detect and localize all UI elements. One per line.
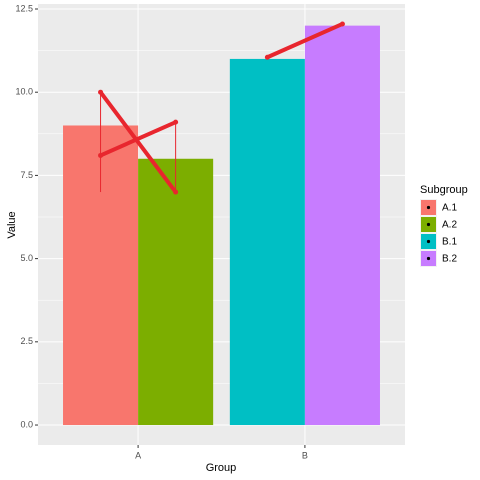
x-tick-label: A: [135, 450, 141, 460]
bar: [304, 25, 380, 426]
legend-title: Subgroup: [420, 184, 468, 196]
y-tick-label: 10.0: [15, 87, 33, 97]
point: [173, 119, 179, 125]
x-tick-label: B: [302, 450, 308, 460]
legend-label: B.2: [442, 254, 457, 265]
y-tick-label: 5.0: [20, 253, 33, 263]
legend-label: A.1: [442, 203, 457, 214]
line: [98, 120, 178, 158]
y-tick-label: 0.0: [20, 419, 33, 429]
line: [265, 21, 345, 60]
bar: [229, 58, 305, 426]
point: [264, 54, 270, 60]
point: [173, 189, 179, 195]
legend-dot: [426, 256, 431, 261]
x-axis-title: Group: [206, 462, 237, 474]
y-axis-title: Value: [6, 211, 18, 238]
point: [339, 21, 345, 27]
bar: [138, 158, 214, 426]
legend-dot: [426, 222, 431, 227]
y-tick-label: 2.5: [20, 336, 33, 346]
legend-label: A.2: [442, 220, 457, 231]
y-tick-label: 7.5: [20, 170, 33, 180]
line: [98, 90, 178, 195]
legend-dot: [426, 239, 431, 244]
legend-label: B.1: [442, 237, 457, 248]
point: [98, 89, 104, 95]
y-tick-label: 12.5: [15, 3, 33, 13]
legend-dot: [426, 205, 431, 210]
point: [98, 152, 104, 158]
